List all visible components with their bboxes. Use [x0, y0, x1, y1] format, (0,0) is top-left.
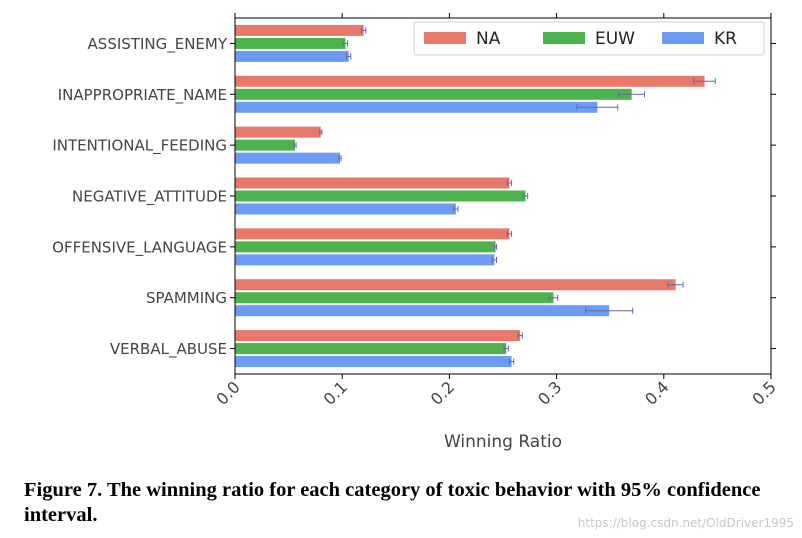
y-axis: ASSISTING_ENEMY INAPPROPRIATE_NAME INTENTI…	[52, 35, 776, 359]
bar-kr-verbal-abuse	[235, 356, 512, 368]
legend-swatch-euw	[543, 32, 585, 44]
bar-na-offensive-language	[235, 228, 510, 240]
bar-euw-assisting-enemy	[235, 37, 346, 49]
error-bar-euw-inappropriate-name	[618, 91, 646, 98]
y-tick-label: NEGATIVE_ATTITUDE	[72, 188, 227, 207]
error-bar-kr-negative-attitude	[453, 206, 459, 212]
y-tick-label: INTENTIONAL_FEEDING	[52, 137, 227, 156]
bar-kr-offensive-language	[235, 254, 495, 266]
bar-na-negative-attitude	[235, 177, 510, 189]
y-tick-label: OFFENSIVE_LANGUAGE	[52, 238, 227, 257]
y-tick-label: INAPPROPRIATE_NAME	[58, 86, 227, 105]
bar-kr-intentional-feeding	[235, 152, 341, 164]
x-tick-label: 0.4	[641, 377, 672, 408]
bar-euw-inappropriate-name	[235, 88, 632, 100]
error-bar-euw-offensive-language	[493, 243, 498, 250]
watermark: https://blog.csdn.net/OldDriver1995	[577, 516, 794, 530]
legend-label-kr: KR	[714, 29, 737, 49]
x-tick-label: 0.1	[320, 377, 351, 408]
x-tick-label: 0.0	[212, 377, 243, 408]
bar-euw-spamming	[235, 292, 554, 304]
error-bar-na-negative-attitude	[506, 180, 513, 186]
error-bar-kr-intentional-feeding	[338, 155, 342, 162]
figure-caption: Figure 7. The winning ratio for each cat…	[24, 479, 761, 526]
bar-na-verbal-abuse	[235, 330, 521, 342]
legend-swatch-na	[424, 32, 466, 44]
error-bar-na-offensive-language	[506, 230, 513, 237]
error-bar-euw-spamming	[548, 294, 559, 301]
bar-euw-offensive-language	[235, 241, 496, 253]
error-bar-kr-inappropriate-name	[576, 104, 619, 111]
x-tick-label: 0.5	[748, 377, 779, 408]
legend-box	[413, 21, 765, 56]
error-bar-kr-spamming	[585, 307, 634, 314]
error-bar-layer	[293, 27, 716, 365]
legend-swatch-kr	[662, 32, 704, 44]
error-bar-kr-verbal-abuse	[508, 358, 515, 365]
error-bar-euw-assisting-enemy	[342, 40, 349, 47]
bar-na-inappropriate-name	[235, 75, 705, 87]
bar-euw-verbal-abuse	[235, 343, 507, 355]
bar-layer	[235, 24, 705, 368]
bar-kr-negative-attitude	[235, 203, 456, 215]
x-tick-label: 0.2	[427, 377, 458, 408]
error-bar-euw-intentional-feeding	[293, 142, 297, 149]
legend-label-euw: EUW	[595, 29, 635, 49]
bar-kr-inappropriate-name	[235, 101, 598, 113]
error-bar-kr-offensive-language	[491, 256, 498, 263]
bar-kr-assisting-enemy	[235, 50, 349, 62]
y-tick-label: ASSISTING_ENEMY	[88, 35, 228, 54]
error-bar-euw-verbal-abuse	[503, 345, 509, 352]
legend: NA EUW KR	[413, 21, 765, 56]
error-bar-euw-negative-attitude	[522, 193, 529, 199]
x-tick-label: 0.3	[534, 377, 565, 408]
y-tick-label: VERBAL_ABUSE	[110, 340, 227, 359]
bar-na-intentional-feeding	[235, 126, 321, 138]
error-bar-na-spamming	[667, 281, 684, 288]
bar-na-assisting-enemy	[235, 24, 364, 36]
bar-na-spamming	[235, 279, 676, 291]
y-tick-label: SPAMMING	[146, 289, 227, 307]
error-bar-na-intentional-feeding	[319, 129, 323, 136]
error-bar-na-inappropriate-name	[693, 78, 716, 85]
legend-label-na: NA	[476, 29, 501, 49]
bar-euw-intentional-feeding	[235, 139, 296, 151]
error-bar-kr-assisting-enemy	[345, 53, 352, 60]
bar-euw-negative-attitude	[235, 190, 526, 202]
bar-kr-spamming	[235, 305, 610, 317]
error-bar-na-verbal-abuse	[517, 332, 523, 339]
error-bar-na-assisting-enemy	[360, 27, 367, 34]
x-axis-label: Winning Ratio	[444, 432, 562, 452]
winning-ratio-chart: ASSISTING_ENEMY INAPPROPRIATE_NAME INTENTI…	[52, 13, 780, 452]
